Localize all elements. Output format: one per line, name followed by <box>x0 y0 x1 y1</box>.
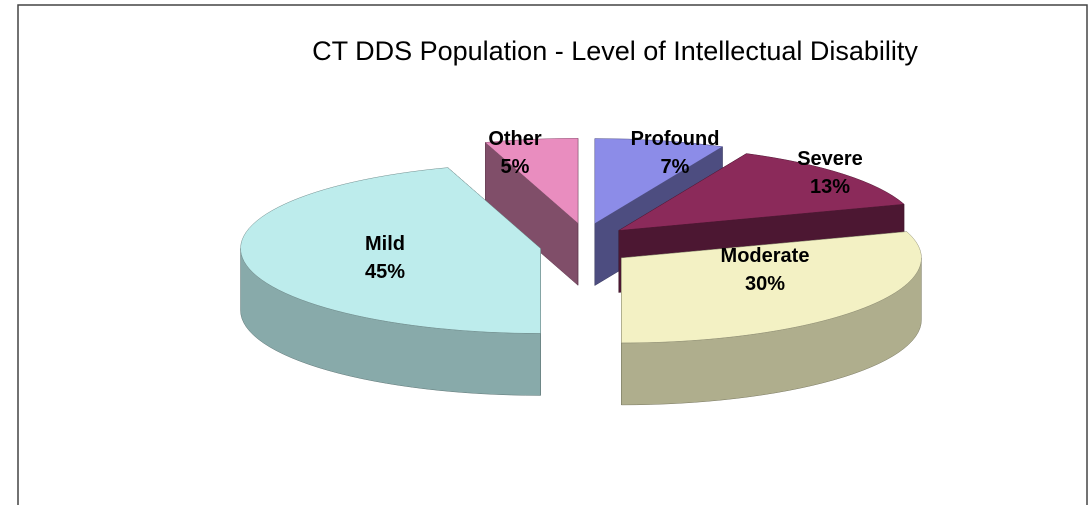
data-label: Mild 45% <box>365 233 405 283</box>
data-label-name: Severe <box>797 148 863 170</box>
chart-title: CT DDS Population - Level of Intellectua… <box>312 36 918 66</box>
data-label-name: Profound <box>631 128 720 150</box>
data-label-value: 13% <box>810 176 850 198</box>
data-label-name: Mild <box>365 233 405 255</box>
data-label-name: Moderate <box>721 245 810 267</box>
slice-top <box>621 231 922 344</box>
data-label-value: 7% <box>661 156 690 178</box>
data-label: Profound 7% <box>631 128 720 178</box>
data-label-name: Other <box>488 128 542 150</box>
data-label-value: 45% <box>365 261 405 283</box>
slice <box>240 167 541 396</box>
data-label-value: 5% <box>501 156 530 178</box>
data-label: Severe 13% <box>797 148 863 198</box>
labels: Profound 7% Severe 13% Moderate 30% Mild 45% Oth… <box>365 128 863 295</box>
slice <box>621 231 922 406</box>
pie <box>240 138 922 406</box>
slice-top <box>484 138 579 224</box>
data-label: Other 5% <box>488 128 542 178</box>
data-label: Moderate 30% <box>721 245 810 295</box>
slice-top <box>618 153 905 231</box>
chart-frame <box>17 4 1088 505</box>
slice-top <box>240 167 541 334</box>
slice-top <box>594 138 724 224</box>
slice <box>484 138 579 286</box>
data-label-value: 30% <box>745 273 785 295</box>
